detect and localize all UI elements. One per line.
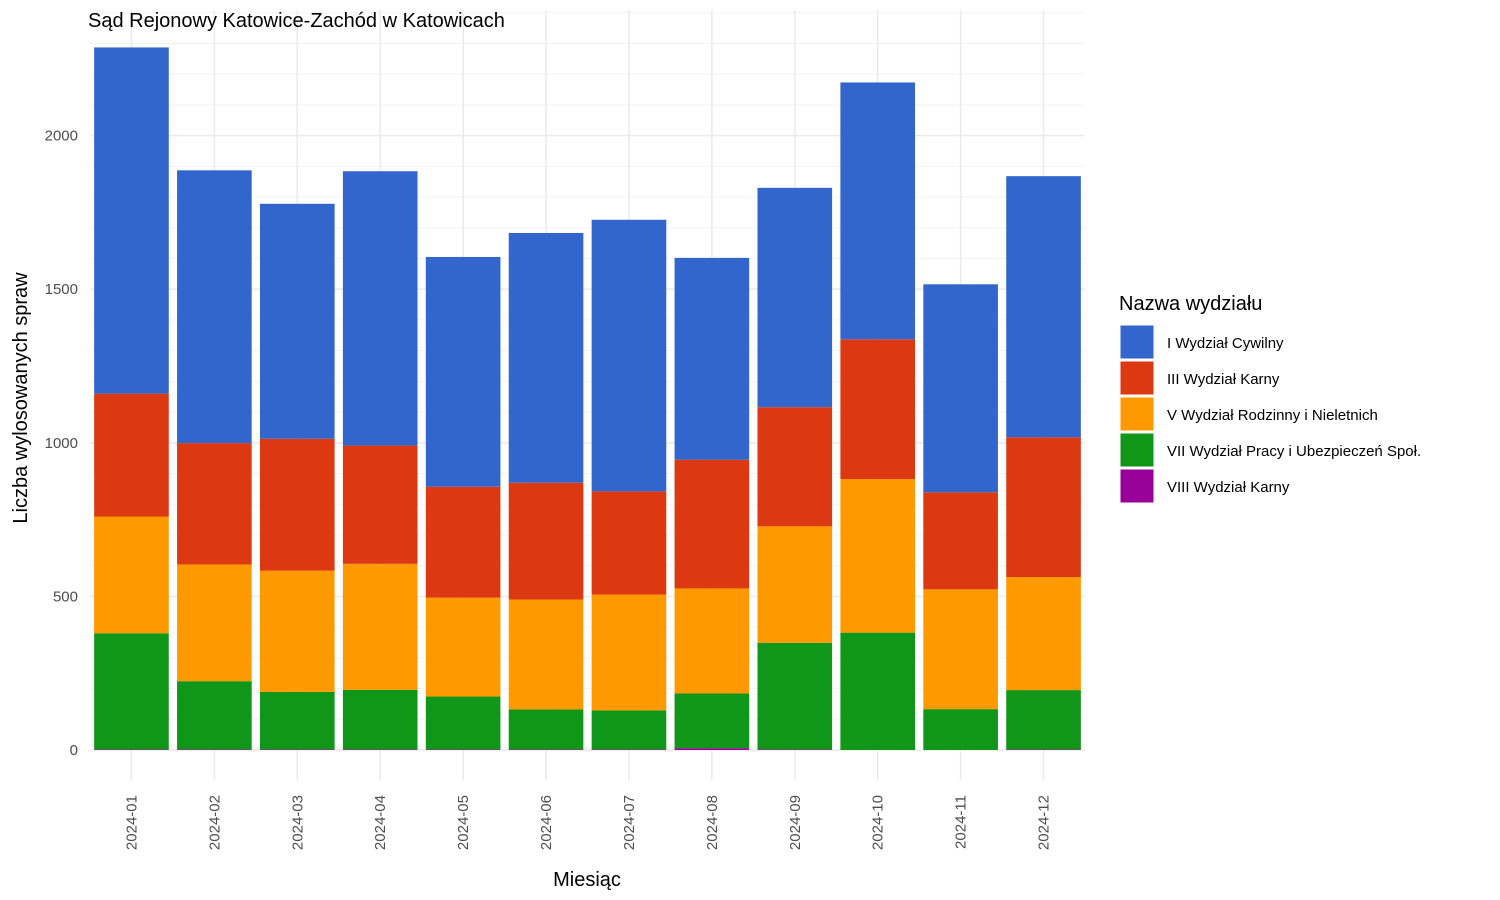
bar-segment — [757, 526, 833, 643]
bar-segment — [674, 748, 750, 750]
bar-segment — [425, 696, 501, 750]
bar-segment — [508, 749, 584, 750]
legend-swatch — [1119, 468, 1155, 504]
bar-segment — [508, 599, 584, 710]
bar-segment — [591, 710, 667, 750]
bar-segment — [1006, 749, 1081, 750]
y-axis-title: Liczba wylosowanych spraw — [10, 272, 32, 524]
bar-segment — [259, 203, 335, 439]
bar-segment — [923, 492, 998, 590]
legend-title: Nazwa wydziału — [1119, 293, 1262, 315]
bar-segment — [177, 443, 252, 565]
x-axis-title: Miesiąc — [553, 869, 621, 891]
bar-segment — [923, 589, 998, 710]
y-tick-label: 500 — [53, 588, 78, 605]
bar-segment — [177, 170, 252, 444]
bar-segment — [674, 257, 750, 460]
bar-segment — [342, 563, 418, 690]
bar-segment — [342, 171, 418, 446]
y-tick-label: 1000 — [45, 435, 78, 452]
bar-segment — [342, 749, 418, 750]
bar-segment — [508, 482, 584, 600]
bar-segment — [674, 459, 750, 589]
bar-segment — [674, 693, 750, 749]
y-tick-label: 2000 — [45, 128, 78, 145]
x-tick-label: 2024-10 — [870, 795, 887, 850]
bar-segment — [757, 642, 833, 750]
bar-segment — [1006, 577, 1081, 691]
x-tick-label: 2024-11 — [953, 795, 970, 849]
x-tick-label: 2024-06 — [538, 795, 555, 850]
bar-segment — [923, 284, 998, 493]
bar-segment — [94, 393, 169, 517]
x-axis-ticks: 2024-01 2024-02 2024-03 2024-04 2024-05 2024-… — [123, 795, 1052, 850]
bar-segment — [757, 407, 833, 527]
bars — [94, 47, 1081, 750]
legend-swatch — [1119, 432, 1155, 468]
bar-segment — [1006, 690, 1081, 750]
bar-segment — [425, 486, 501, 598]
x-tick-label: 2024-07 — [621, 795, 638, 850]
bar-segment — [508, 709, 584, 750]
bar-segment — [177, 749, 252, 750]
x-tick-label: 2024-01 — [123, 795, 140, 850]
bar-segment — [1006, 437, 1081, 578]
legend-label: V Wydział Rodzinny i Nieletnich — [1167, 407, 1378, 424]
bar-segment — [508, 232, 584, 483]
bar-segment — [840, 632, 916, 750]
legend: Nazwa wydziału I Wydział Cywilny III Wydz… — [1119, 293, 1421, 504]
bar-segment — [94, 749, 169, 750]
bar-segment — [757, 749, 833, 750]
bar-segment — [425, 597, 501, 697]
legend-label: III Wydział Karny — [1167, 371, 1280, 388]
x-tick-label: 2024-03 — [289, 795, 306, 850]
bar-segment — [94, 516, 169, 634]
legend-label: VIII Wydział Karny — [1167, 479, 1290, 496]
bar-segment — [840, 479, 916, 633]
x-tick-label: 2024-05 — [455, 795, 472, 850]
y-tick-label: 1500 — [45, 281, 78, 298]
legend-label: VII Wydział Pracy i Ubezpieczeń Społ. — [1167, 443, 1421, 460]
x-tick-label: 2024-09 — [787, 795, 804, 850]
y-tick-label: 0 — [70, 742, 78, 759]
bar-segment — [923, 709, 998, 750]
x-tick-label: 2024-08 — [704, 795, 721, 850]
bar-segment — [425, 256, 501, 487]
x-tick-label: 2024-02 — [206, 795, 223, 850]
bar-segment — [591, 491, 667, 595]
bar-segment — [177, 681, 252, 750]
bar-segment — [757, 187, 833, 408]
bar-segment — [259, 570, 335, 692]
bar-segment — [591, 219, 667, 492]
minor-gridlines — [90, 12, 1085, 720]
x-tick-label: 2024-04 — [372, 795, 389, 850]
bar-segment — [259, 691, 335, 750]
bar-segment — [342, 445, 418, 564]
bar-segment — [342, 689, 418, 750]
bar-segment — [177, 564, 252, 682]
legend-label: I Wydział Cywilny — [1167, 335, 1284, 352]
bar-segment — [259, 438, 335, 571]
bar-segment — [591, 594, 667, 711]
bar-segment — [94, 47, 169, 394]
legend-swatch — [1119, 396, 1155, 432]
x-tick-label: 2024-12 — [1036, 795, 1053, 850]
bar-segment — [674, 588, 750, 694]
legend-swatch — [1119, 360, 1155, 396]
bar-segment — [591, 749, 667, 750]
bar-segment — [840, 339, 916, 480]
y-axis-ticks: 0 500 1000 1500 2000 — [45, 128, 78, 759]
bar-segment — [1006, 176, 1081, 438]
bar-segment — [94, 633, 169, 750]
bar-segment — [840, 82, 916, 340]
bar-segment — [259, 749, 335, 750]
chart-title: Sąd Rejonowy Katowice-Zachód w Katowicac… — [88, 10, 505, 32]
bar-segment — [425, 749, 501, 750]
legend-swatch — [1119, 324, 1155, 360]
